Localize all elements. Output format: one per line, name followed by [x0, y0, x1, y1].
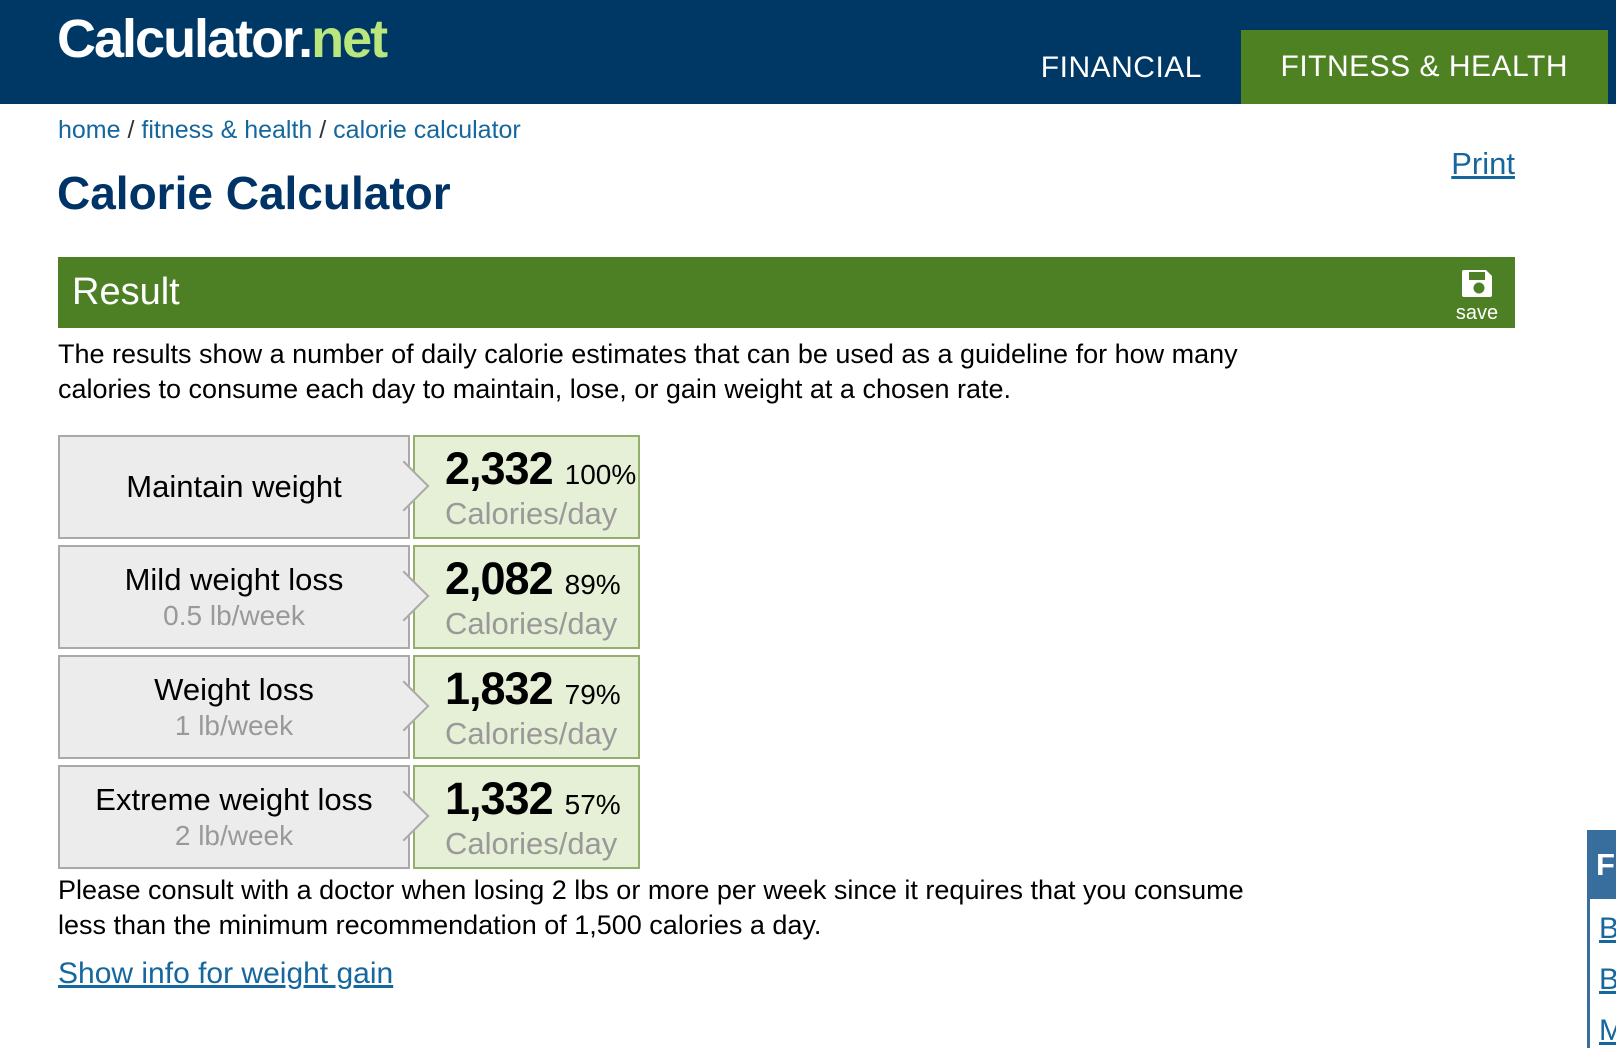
- breadcrumb-link[interactable]: home: [58, 116, 121, 144]
- result-unit: Calories/day: [445, 715, 618, 751]
- page-title: Calorie Calculator: [57, 167, 451, 219]
- result-unit: Calories/day: [445, 605, 618, 641]
- result-banner: Result save: [58, 257, 1515, 328]
- result-value-line: 1,332 57%: [445, 773, 638, 825]
- result-percent: 57%: [564, 788, 621, 820]
- top-navbar: Calculator.net FINANCIAL FITNESS & HEALT…: [0, 0, 1616, 104]
- nav-item-fitness-health[interactable]: FITNESS & HEALTH: [1240, 30, 1608, 104]
- result-value-line: 2,082 89%: [445, 553, 638, 605]
- result-row: Mild weight loss 0.5 lb/week 2,082 89% Calor…: [58, 545, 1515, 649]
- result-row: Extreme weight loss 2 lb/week 1,332 57% Calo…: [58, 765, 1515, 869]
- result-value-line: 2,332 100%: [445, 443, 638, 495]
- sidebar-fragment-header: F: [1587, 830, 1616, 899]
- result-row-label: Mild weight loss: [124, 562, 344, 597]
- breadcrumb-separator: /: [120, 116, 142, 144]
- result-row-label-box: Weight loss 1 lb/week: [58, 655, 410, 759]
- result-row-value-box: 2,082 89% Calories/day: [413, 545, 640, 649]
- result-row-label: Extreme weight loss: [95, 782, 373, 817]
- result-unit: Calories/day: [445, 495, 618, 531]
- show-weight-gain-link[interactable]: Show info for weight gain: [58, 957, 394, 990]
- result-row-label: Maintain weight: [126, 469, 342, 504]
- breadcrumb: home / fitness & health / calorie calcul…: [58, 116, 521, 145]
- result-row-value-box: 1,832 79% Calories/day: [413, 655, 640, 759]
- result-row-label-box: Extreme weight loss 2 lb/week: [58, 765, 410, 869]
- result-value: 1,832: [445, 662, 554, 714]
- save-icon: [1461, 270, 1493, 302]
- breadcrumb-link[interactable]: calorie calculator: [333, 116, 521, 144]
- save-button-label: save: [1455, 302, 1499, 324]
- save-button[interactable]: save: [1452, 269, 1502, 323]
- result-value-line: 1,832 79%: [445, 663, 638, 715]
- result-row-sublabel: 2 lb/week: [174, 820, 294, 851]
- result-value: 1,332: [445, 772, 554, 824]
- result-percent: 100%: [564, 458, 637, 490]
- result-row-sublabel: 0.5 lb/week: [163, 600, 305, 631]
- breadcrumb-separator: /: [312, 116, 334, 144]
- result-row-label: Weight loss: [154, 672, 314, 707]
- result-row-label-box: Maintain weight: [58, 435, 410, 539]
- result-value: 2,082: [445, 552, 554, 604]
- result-value: 2,332: [445, 442, 554, 494]
- breadcrumb-link[interactable]: fitness & health: [141, 116, 313, 144]
- result-row: Maintain weight 2,332 100% Calories/day: [58, 435, 1515, 539]
- sidebar-fragment-link[interactable]: B: [1599, 912, 1616, 945]
- result-row: Weight loss 1 lb/week 1,832 79% Calories/day: [58, 655, 1515, 759]
- sidebar-fragment-link[interactable]: B: [1599, 963, 1616, 996]
- result-row-label-box: Mild weight loss 0.5 lb/week: [58, 545, 410, 649]
- nav-item-financial[interactable]: FINANCIAL: [1040, 51, 1202, 84]
- site-logo[interactable]: Calculator.net: [57, 8, 388, 70]
- result-percent: 89%: [564, 568, 621, 600]
- result-description: The results show a number of daily calor…: [58, 339, 1238, 404]
- site-logo-text: Calculator.: [57, 9, 313, 69]
- main-content: Result save The results show a number of…: [58, 257, 1515, 991]
- result-table: Maintain weight 2,332 100% Calories/day Mild…: [58, 435, 1515, 869]
- result-banner-title: Result: [72, 271, 180, 313]
- result-row-sublabel: 1 lb/week: [174, 710, 294, 741]
- result-unit: Calories/day: [445, 825, 618, 861]
- print-link[interactable]: Print: [1451, 146, 1515, 181]
- site-logo-net: net: [311, 9, 388, 69]
- doctor-note: Please consult with a doctor when losing…: [58, 875, 1244, 940]
- result-percent: 79%: [564, 678, 621, 710]
- result-row-value-box: 2,332 100% Calories/day: [413, 435, 640, 539]
- sidebar-fragment-link[interactable]: M: [1599, 1014, 1616, 1047]
- result-row-value-box: 1,332 57% Calories/day: [413, 765, 640, 869]
